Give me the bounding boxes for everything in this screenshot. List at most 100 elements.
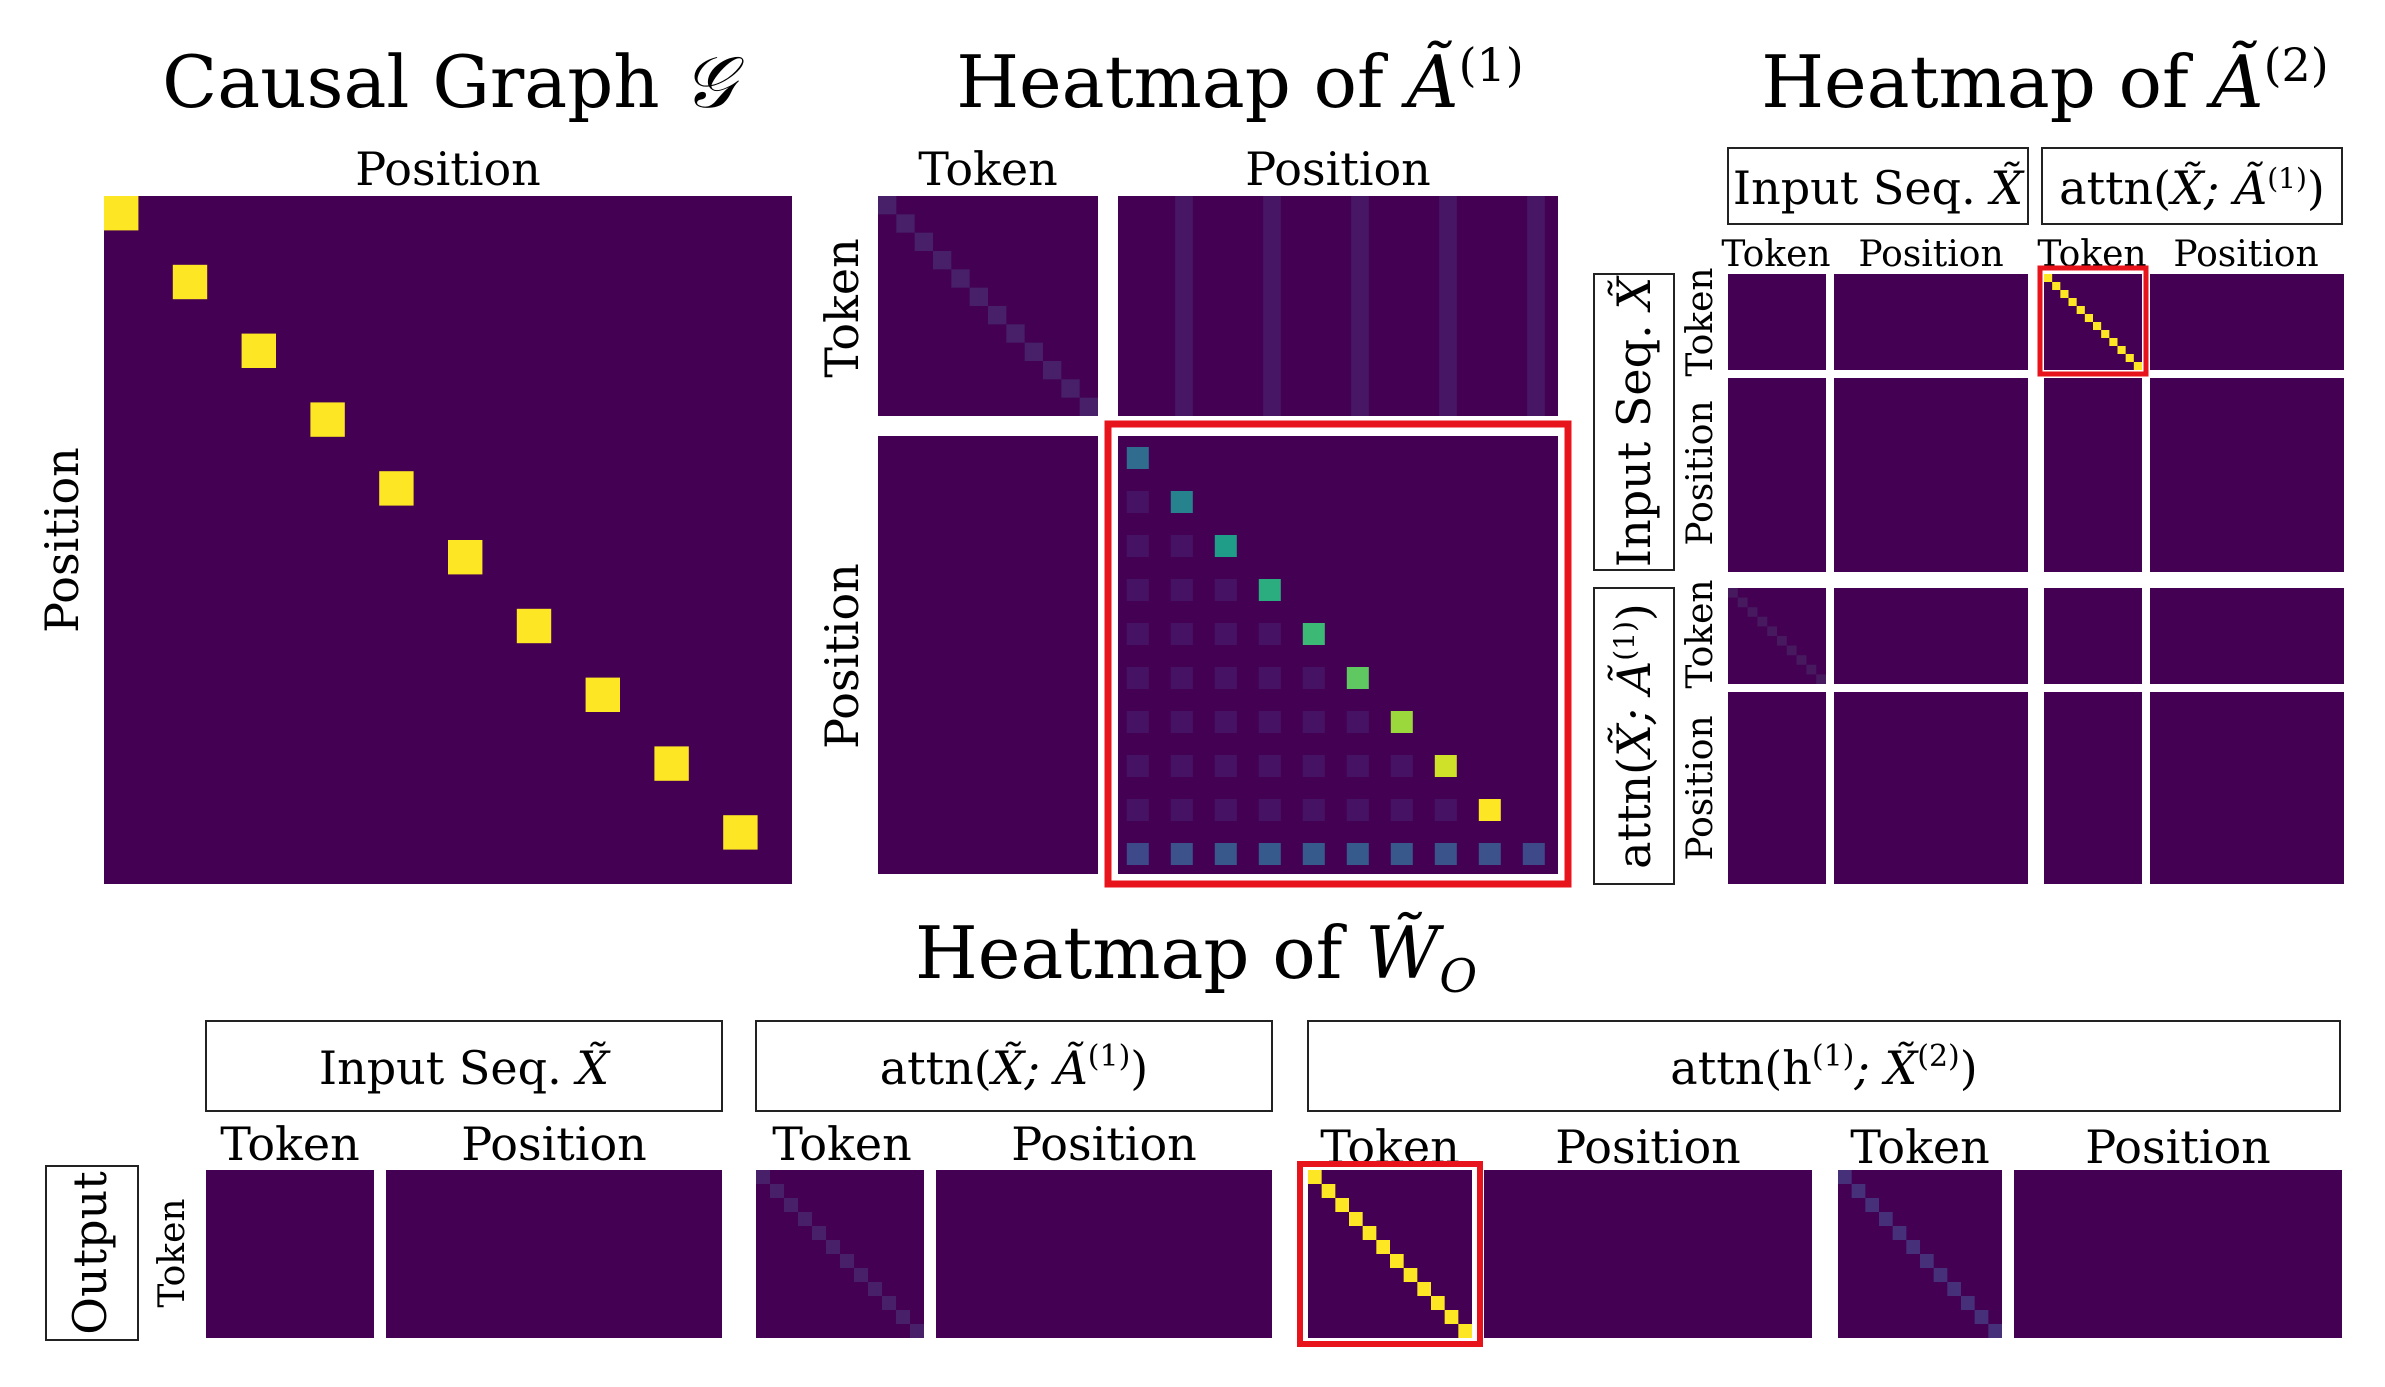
wo-col-label-token-4: Token xyxy=(1850,1120,1990,1174)
wo-diag-cell xyxy=(1335,1198,1349,1212)
a2-row-input-seq-label: Input Seq. X̃ xyxy=(1607,275,1661,567)
wo-diag-cell xyxy=(1988,1324,2002,1338)
wo-diag-cell xyxy=(770,1184,784,1198)
a2-faint-diag-cell xyxy=(1767,626,1777,636)
a2-attn-label: attn(X̃; Ã(1)) xyxy=(2059,161,2325,215)
a1-pp-cell xyxy=(1478,843,1501,865)
wo-block xyxy=(1484,1170,1812,1338)
a1-pp-cell xyxy=(1170,579,1193,601)
a1-pp-cell xyxy=(1170,799,1193,821)
a1-position-token-block xyxy=(878,436,1098,874)
wo-block xyxy=(206,1170,374,1338)
a1-tt-diag-cell xyxy=(933,251,952,270)
a2-block xyxy=(1834,588,2028,684)
a1-pp-cell xyxy=(1258,579,1281,601)
a1-highlight-inner xyxy=(1114,430,1562,878)
a1-pp-cell xyxy=(1214,711,1237,733)
causal-graph-title: Causal Graph 𝒢 xyxy=(162,40,744,124)
a1-pp-cell xyxy=(1302,843,1325,865)
wo-diag-cell xyxy=(1431,1296,1445,1310)
wo-diag-cell xyxy=(1444,1310,1459,1324)
a2-block xyxy=(2150,692,2344,884)
causal-graph-panel: Causal Graph 𝒢 Position Position xyxy=(35,40,792,884)
a1-tt-diag-cell xyxy=(896,214,915,233)
a1-pp-cell xyxy=(1170,667,1193,689)
a1-tt-diag-cell xyxy=(914,232,933,251)
wo-diag-cell xyxy=(1403,1268,1418,1282)
a2-faint-diag-cell xyxy=(1816,674,1826,684)
a1-pp-cell xyxy=(1390,711,1413,733)
a2-diag-cell xyxy=(2084,314,2093,322)
wo-group1-label: Input Seq. X̃ xyxy=(319,1041,611,1095)
causal-graph-diag-cell xyxy=(104,196,139,231)
wo-diag-cell xyxy=(1321,1184,1336,1198)
a2-col-label-token-1: Token xyxy=(1721,234,1830,275)
a1-pp-cell xyxy=(1126,447,1149,469)
wo-col-label-token-2: Token xyxy=(772,1117,912,1171)
a1-tp-stripe xyxy=(1351,196,1369,416)
a2-input-seq-label: Input Seq. X̃ xyxy=(1733,161,2025,215)
a1-tt-diag-cell xyxy=(1043,361,1062,380)
a2-block xyxy=(1728,692,1826,884)
wo-heatmap-blocks xyxy=(206,1170,2342,1338)
a2-row-label-token-2: Token xyxy=(1680,579,1721,688)
a2-faint-diag-cell xyxy=(1747,607,1758,617)
a2-block xyxy=(2150,274,2344,370)
a1-pp-cell xyxy=(1170,623,1193,645)
a2-diag-cell xyxy=(2125,354,2134,362)
a1-pp-cell xyxy=(1214,623,1237,645)
a1-pp-cell xyxy=(1258,755,1281,777)
wo-diag-cell xyxy=(1961,1296,1975,1310)
a1-title: Heatmap of Ã(1) xyxy=(956,38,1524,124)
wo-panel: Heatmap of W̃O Input Seq. X̃ attn(X̃; Ã(… xyxy=(45,911,2342,1347)
a1-col-label-position: Position xyxy=(1245,142,1431,196)
a2-block xyxy=(1728,378,1826,572)
a1-pp-cell xyxy=(1214,843,1237,865)
a1-position-position-cells xyxy=(1126,447,1545,865)
a1-pp-cell xyxy=(1302,799,1325,821)
a1-tt-diag-cell xyxy=(1024,342,1043,361)
a1-pp-cell xyxy=(1302,711,1325,733)
wo-diag-cell xyxy=(1865,1198,1879,1212)
a1-tp-stripe xyxy=(1527,196,1545,416)
a1-pp-cell xyxy=(1126,799,1149,821)
wo-diag-cell xyxy=(1349,1212,1363,1226)
wo-group2-header xyxy=(755,1020,1273,1112)
wo-diag-cell xyxy=(910,1324,924,1338)
a1-pp-cell xyxy=(1126,491,1149,513)
wo-title: Heatmap of W̃O xyxy=(915,911,1477,1003)
a1-pp-cell xyxy=(1126,843,1149,865)
a1-pp-cell xyxy=(1390,843,1413,865)
a2-row-label-position-1: Position xyxy=(1680,400,1721,545)
causal-graph-diag-cell xyxy=(310,402,345,437)
a1-pp-cell xyxy=(1170,535,1193,557)
a1-pp-cell xyxy=(1434,843,1457,865)
a1-tt-diag-cell xyxy=(1061,379,1080,398)
a1-pp-cell xyxy=(1434,799,1457,821)
a2-block xyxy=(2044,378,2142,572)
wo-block xyxy=(386,1170,722,1338)
a2-block xyxy=(1834,692,2028,884)
a2-diag-cell xyxy=(2044,274,2053,282)
a2-block xyxy=(1834,378,2028,572)
causal-graph-cells xyxy=(104,196,758,850)
wo-group1-header xyxy=(205,1020,723,1112)
a2-diag-cell xyxy=(2109,338,2118,346)
a1-tt-diag-cell xyxy=(951,269,970,288)
a1-tt-diag-cell xyxy=(1006,324,1025,343)
causal-graph-diag-cell xyxy=(723,815,758,850)
causal-graph-diag-cell xyxy=(516,608,552,644)
a1-token-token-diagonal xyxy=(878,196,1098,416)
a1-pp-cell xyxy=(1390,799,1413,821)
a1-tp-stripe xyxy=(1263,196,1281,416)
a1-pp-cell xyxy=(1258,799,1281,821)
wo-diag-cell xyxy=(1974,1310,1989,1324)
causal-graph-diag-cell xyxy=(379,471,414,506)
causal-graph-diag-cell xyxy=(172,264,208,300)
wo-diag-cell xyxy=(1933,1268,1948,1282)
wo-diag-cell xyxy=(1458,1324,1472,1338)
a1-tt-diag-cell xyxy=(1079,397,1098,416)
wo-diag-cell xyxy=(1906,1240,1920,1254)
a2-faint-diag-cell xyxy=(1737,597,1748,608)
a1-pp-cell xyxy=(1302,755,1325,777)
